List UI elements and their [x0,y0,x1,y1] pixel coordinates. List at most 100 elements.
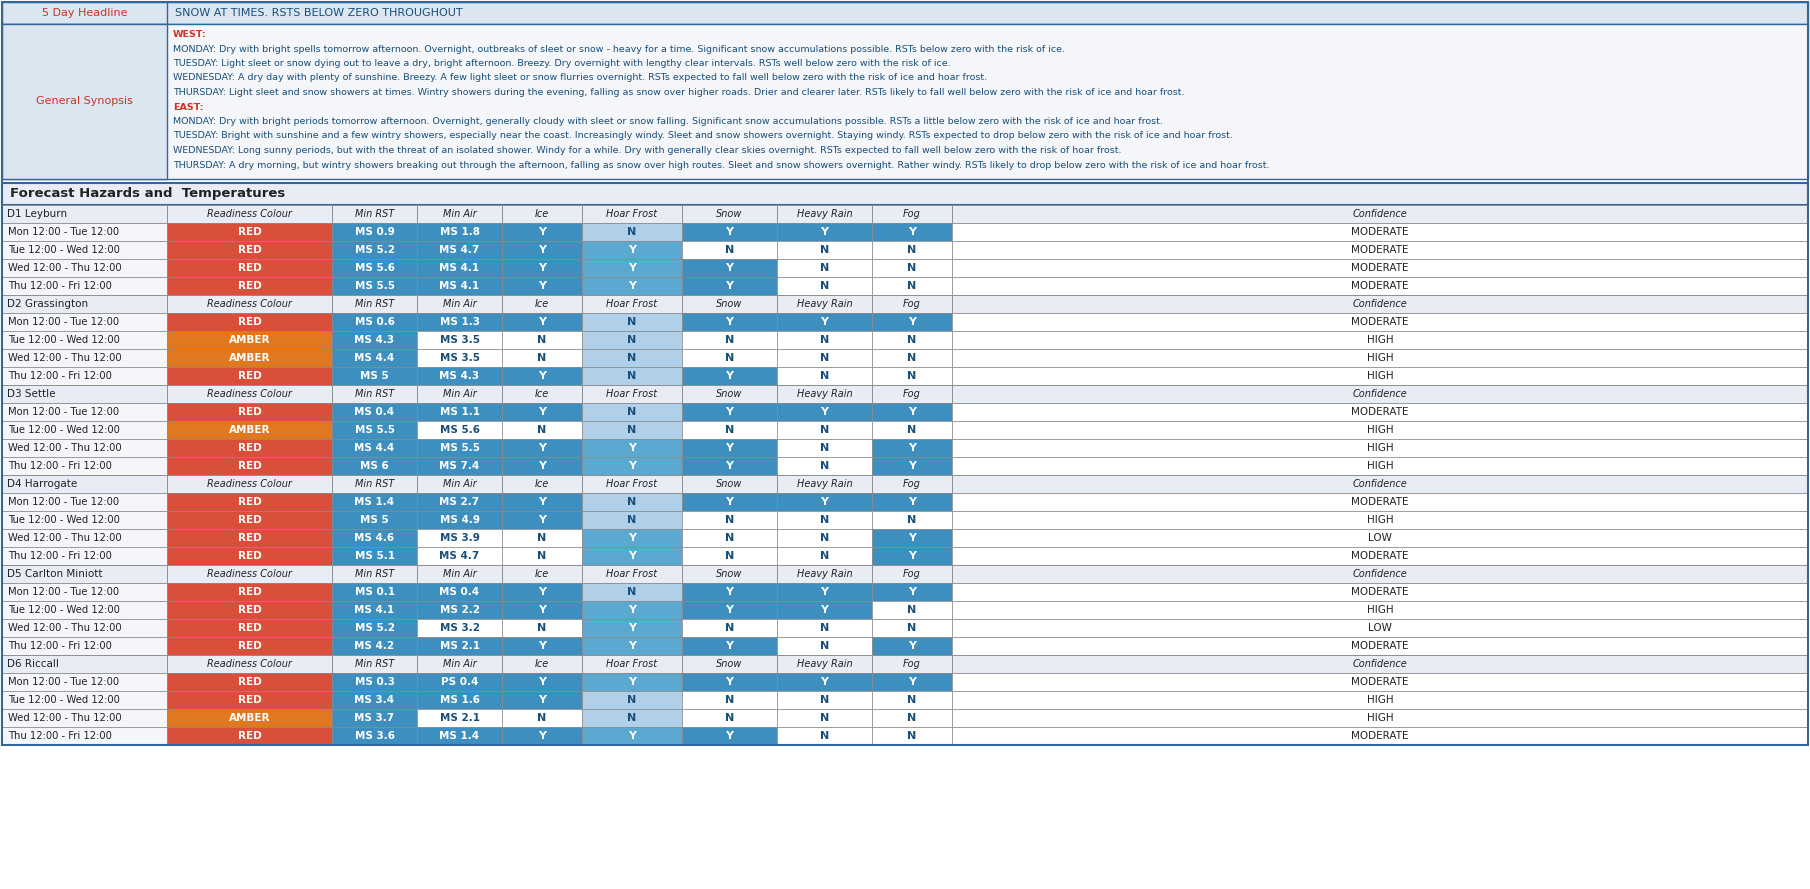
Text: Y: Y [538,641,547,651]
Text: D3 Settle: D3 Settle [7,389,56,399]
Text: N: N [724,245,735,255]
Text: MS 4.3: MS 4.3 [440,371,480,381]
Text: MS 5.1: MS 5.1 [355,551,395,561]
Bar [952,727,1808,745]
Text: RED: RED [237,245,261,255]
Text: WEDNESDAY: A dry day with plenty of sunshine. Breezy. A few light sleet or snow : WEDNESDAY: A dry day with plenty of suns… [174,74,986,83]
Bar [416,259,501,277]
Bar [952,205,1808,223]
Text: D6 Riccall: D6 Riccall [7,659,60,669]
Text: N: N [820,443,829,453]
Text: N: N [628,713,637,723]
Text: MS 3.9: MS 3.9 [440,533,480,543]
Bar [167,655,331,673]
Bar [583,547,682,565]
Text: N: N [820,623,829,633]
Text: MS 4.4: MS 4.4 [355,353,395,363]
Text: N: N [628,317,637,327]
Bar [776,475,872,493]
Text: N: N [907,605,916,615]
Text: N: N [628,371,637,381]
Bar [682,457,776,475]
Text: N: N [907,425,916,435]
Bar [583,655,682,673]
Text: N: N [907,515,916,525]
Bar [331,223,416,241]
Text: Y: Y [909,461,916,471]
Bar [167,295,331,313]
Bar [501,601,583,619]
Text: Y: Y [628,533,635,543]
Text: Y: Y [909,533,916,543]
Bar [416,601,501,619]
Text: Fog: Fog [903,389,921,399]
Bar [872,493,952,511]
Text: Y: Y [538,317,547,327]
Text: Y: Y [909,227,916,237]
Text: N: N [628,695,637,705]
Text: N: N [724,425,735,435]
Bar [167,565,331,583]
Bar [2,565,167,583]
Text: Y: Y [538,605,547,615]
Bar [872,457,952,475]
Bar [501,241,583,259]
Text: N: N [628,353,637,363]
Bar [952,367,1808,385]
Bar [872,655,952,673]
Text: RED: RED [237,677,261,687]
Bar [776,493,872,511]
Bar [501,565,583,583]
Bar [682,619,776,637]
Bar [501,583,583,601]
Bar [682,421,776,439]
Bar [167,331,331,349]
Text: MS 6: MS 6 [360,461,389,471]
Text: MS 3.4: MS 3.4 [355,695,395,705]
Bar [682,205,776,223]
Text: Mon 12:00 - Tue 12:00: Mon 12:00 - Tue 12:00 [7,587,119,597]
Bar [167,529,331,547]
Bar [2,475,1808,493]
Bar [501,475,583,493]
Bar [416,241,501,259]
Bar [872,403,952,421]
Bar [682,313,776,331]
Bar [331,205,416,223]
Text: N: N [820,641,829,651]
Text: Ice: Ice [536,569,548,579]
Bar [682,403,776,421]
Bar [416,727,501,745]
Text: N: N [628,227,637,237]
Bar [952,691,1808,709]
Bar [2,691,167,709]
Bar [416,313,501,331]
Bar [501,511,583,529]
Bar [331,637,416,655]
Bar [776,637,872,655]
Text: PS 0.4: PS 0.4 [442,677,478,687]
Text: Y: Y [909,587,916,597]
Text: Y: Y [726,371,733,381]
Text: RED: RED [237,605,261,615]
Bar [416,655,501,673]
Bar [2,241,167,259]
Text: Fog: Fog [903,659,921,669]
Text: Y: Y [538,515,547,525]
Text: Fog: Fog [903,209,921,219]
Bar [416,709,501,727]
Text: Heavy Rain: Heavy Rain [796,209,853,219]
Text: MS 0.3: MS 0.3 [355,677,395,687]
Text: Y: Y [628,263,635,273]
Bar [583,349,682,367]
Text: RED: RED [237,551,261,561]
Bar [682,349,776,367]
Text: Y: Y [820,587,829,597]
Bar [167,619,331,637]
Text: Readiness Colour: Readiness Colour [206,569,291,579]
Bar [583,295,682,313]
Text: MODERATE: MODERATE [1352,551,1408,561]
Bar [583,385,682,403]
Text: Heavy Rain: Heavy Rain [796,569,853,579]
Text: Mon 12:00 - Tue 12:00: Mon 12:00 - Tue 12:00 [7,227,119,237]
